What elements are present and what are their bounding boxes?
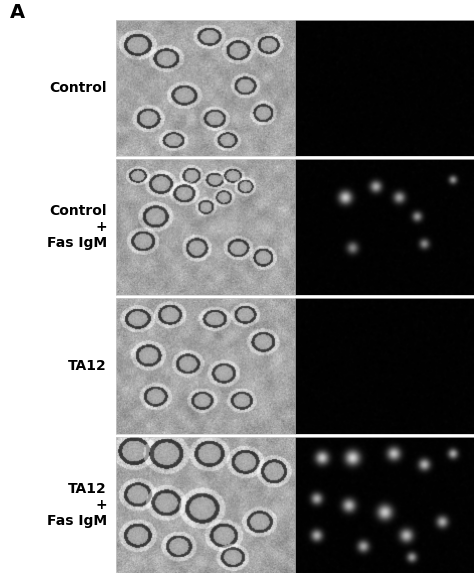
Text: A: A <box>9 3 25 22</box>
Text: TA12: TA12 <box>68 359 107 373</box>
Text: Control
+
Fas IgM: Control + Fas IgM <box>46 204 107 250</box>
Text: Control: Control <box>49 81 107 95</box>
Text: TA12
+
Fas IgM: TA12 + Fas IgM <box>46 482 107 528</box>
